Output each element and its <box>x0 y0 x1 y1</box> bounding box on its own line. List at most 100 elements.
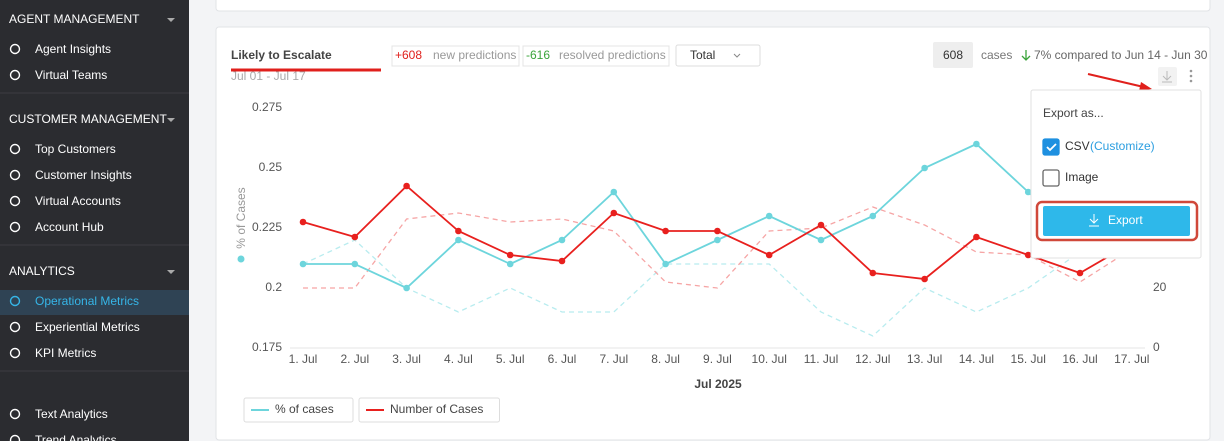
resolved-label: resolved predictions <box>559 48 666 62</box>
section-caret[interactable] <box>167 18 175 22</box>
x-tick-label: 16. Jul <box>1062 352 1097 366</box>
menu-item[interactable]: Operational Metrics <box>35 294 139 308</box>
checkbox[interactable] <box>1042 138 1060 156</box>
point <box>610 188 618 196</box>
export-icon <box>1089 214 1099 227</box>
menu-icon <box>9 434 21 441</box>
menu-icon <box>9 143 21 155</box>
point <box>921 275 928 283</box>
option-label: Image <box>1065 170 1099 184</box>
export-button[interactable] <box>1043 206 1190 236</box>
point <box>869 212 877 220</box>
point <box>765 212 773 220</box>
menu-icon <box>9 221 21 233</box>
x-tick-label: 2. Jul <box>340 352 369 366</box>
point <box>765 251 773 259</box>
point <box>558 257 566 265</box>
point <box>403 284 410 292</box>
point <box>558 236 566 244</box>
x-tick-label: 7. Jul <box>599 352 628 366</box>
menu-item[interactable]: Customer Insights <box>35 168 132 182</box>
option-note[interactable]: (Customize) <box>1090 139 1155 153</box>
y-tick-label: 0.2 <box>265 280 282 294</box>
point <box>506 251 514 259</box>
menu-item[interactable]: Account Hub <box>35 220 104 234</box>
plot: 0.175 0.2 0.225 0.25 0.275 0 20 1. Jul 2. Jul 3. … <box>234 100 1167 423</box>
active-item-bg <box>0 290 189 315</box>
point <box>403 182 410 190</box>
section-title: CUSTOMER MANAGEMENT <box>9 112 167 126</box>
highlight-annotation <box>1035 200 1199 242</box>
point <box>973 140 980 148</box>
y2-tick-label: 0 <box>1153 340 1160 354</box>
menu-item[interactable]: Agent Insights <box>35 42 111 56</box>
x-tick-label: 3. Jul <box>392 352 421 366</box>
menu-icon <box>9 69 21 81</box>
point <box>714 227 721 235</box>
menu-heading: Export as... <box>1043 106 1104 120</box>
menu-item[interactable]: Top Customers <box>35 142 116 156</box>
y-axis-marker <box>237 255 245 263</box>
down-arrow <box>1021 50 1031 61</box>
section-title: ANALYTICS <box>9 264 75 278</box>
point <box>455 236 462 244</box>
point <box>1024 251 1032 259</box>
x-tick-label: 4. Jul <box>444 352 473 366</box>
checkbox[interactable] <box>1042 169 1060 187</box>
menu-item[interactable]: Trend Analytics <box>35 433 117 441</box>
export-menu: Export as... CSV (Customize) Image Export <box>1030 89 1202 259</box>
dropdown[interactable] <box>675 44 761 67</box>
legend-item[interactable] <box>243 397 354 423</box>
x-tick-label: 10. Jul <box>752 352 787 366</box>
x-tick-label: 6. Jul <box>548 352 577 366</box>
export-button-label: Export <box>1108 213 1143 227</box>
menu-item[interactable]: KPI Metrics <box>35 346 96 360</box>
point <box>1024 188 1032 196</box>
point <box>299 260 307 268</box>
point <box>817 236 825 244</box>
point <box>714 236 721 244</box>
menu-icon <box>9 43 21 55</box>
download-icon <box>1162 71 1172 83</box>
more-dot[interactable] <box>1189 69 1193 73</box>
x-tick-label: 11. Jul <box>804 352 838 366</box>
menu-item[interactable]: Virtual Accounts <box>35 194 121 208</box>
legend-item[interactable] <box>358 397 500 423</box>
section-caret[interactable] <box>167 270 175 274</box>
point <box>817 221 825 229</box>
new-box <box>391 45 520 67</box>
x-tick-label: 12. Jul <box>855 352 890 366</box>
menu-item[interactable]: Experiential Metrics <box>35 320 140 334</box>
arrow-annotation <box>1087 73 1149 89</box>
cases-count: 608 <box>943 48 963 62</box>
section-caret[interactable] <box>167 118 175 122</box>
menu-item[interactable]: Text Analytics <box>35 407 108 421</box>
point <box>455 227 462 235</box>
comparison-line <box>302 239 1132 337</box>
dropdown-caret <box>733 53 741 58</box>
point <box>662 260 669 268</box>
menu-icon <box>9 408 21 420</box>
menu-icon <box>9 295 21 307</box>
new-label: new predictions <box>433 48 516 62</box>
legend-label: Number of Cases <box>390 402 483 416</box>
y-tick-label: 0.25 <box>259 160 283 174</box>
y2-tick-label: 20 <box>1153 280 1167 294</box>
menu-icon <box>9 347 21 359</box>
point <box>1076 269 1084 277</box>
resolved-box <box>522 45 670 67</box>
checkmark <box>1046 143 1057 152</box>
more-dot <box>1189 79 1193 83</box>
section-title: AGENT MANAGEMENT <box>9 12 140 26</box>
point <box>662 227 669 235</box>
menu-item[interactable]: Virtual Teams <box>35 68 107 82</box>
x-tick-label: 8. Jul <box>651 352 680 366</box>
x-tick-label: 9. Jul <box>703 352 732 366</box>
resolved-count: -616 <box>526 48 550 62</box>
point <box>921 164 928 172</box>
legend-label: % of cases <box>275 402 334 416</box>
arrow-head <box>1139 82 1152 91</box>
more-dot <box>1189 74 1193 78</box>
cases-label: cases <box>981 48 1012 62</box>
point <box>610 209 618 217</box>
